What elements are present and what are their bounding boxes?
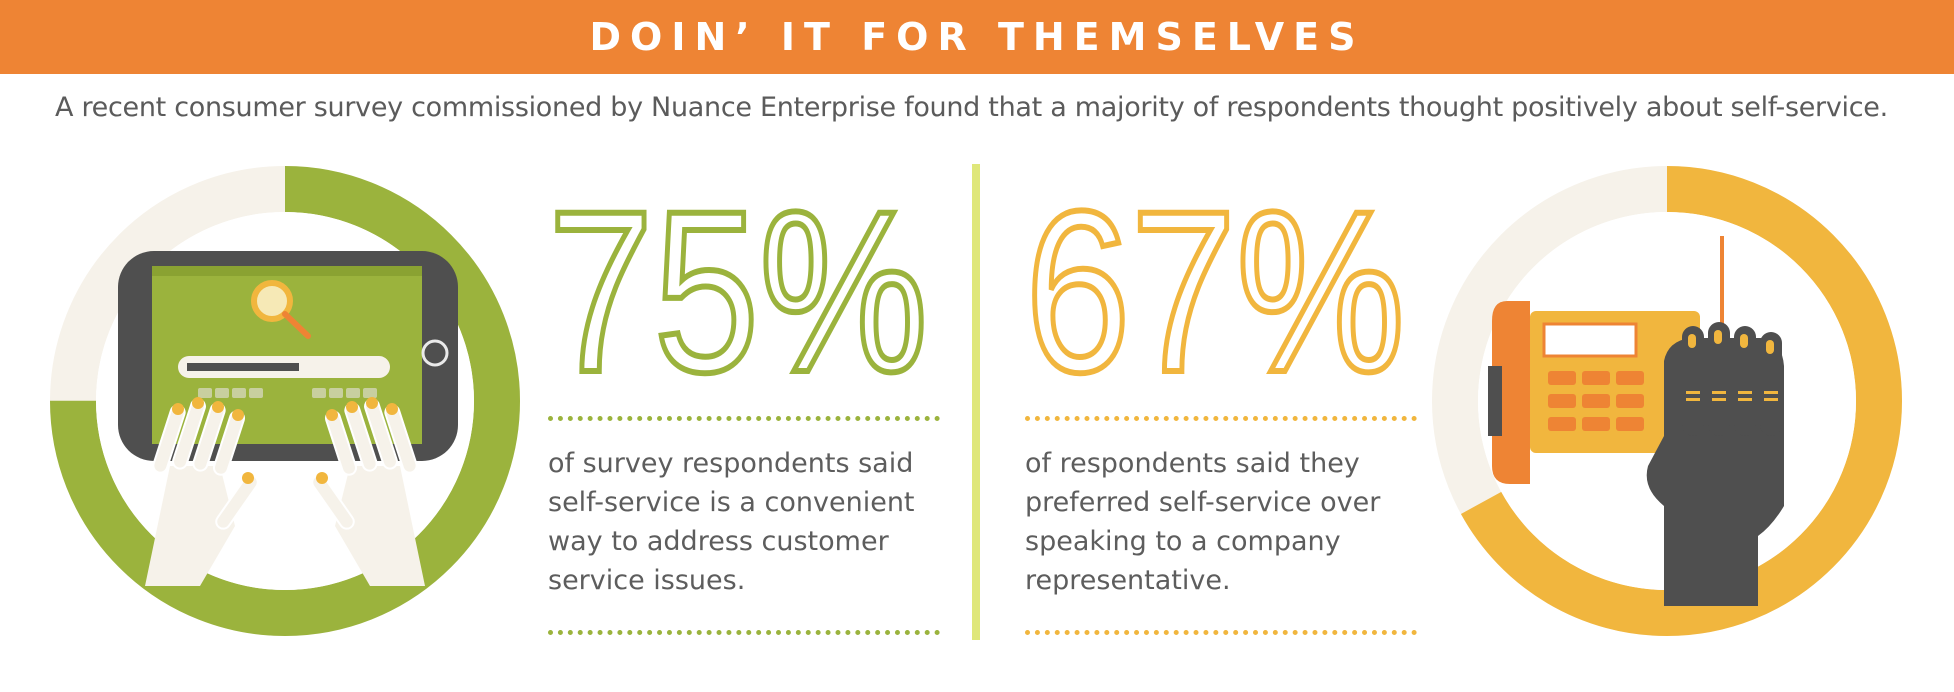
intro-text: A recent consumer survey commissioned by…	[55, 92, 1888, 123]
stat-convenient: 75% of survey respondents said self-serv…	[548, 176, 943, 635]
stat-caption: of survey respondents said self-service …	[548, 448, 915, 596]
stat-value-67: 67%	[1025, 176, 1420, 386]
dotted-divider	[548, 416, 940, 421]
stat-preferred: 67% of respondents said they preferred s…	[1025, 176, 1420, 635]
tablet-ring-svg	[50, 166, 520, 636]
dotted-divider	[1025, 416, 1417, 421]
tablet-typing-hands-icon	[118, 251, 458, 586]
stat-value-text: 75%	[548, 176, 928, 386]
stat-value-text: 67%	[1025, 176, 1405, 386]
phone-dialing-hand-icon	[1488, 236, 1784, 606]
stat-caption: of respondents said they preferred self-…	[1025, 448, 1381, 596]
dotted-divider	[1025, 630, 1417, 635]
center-divider	[972, 164, 980, 640]
convenience-ring-chart	[50, 166, 520, 636]
phone-ring-svg	[1432, 166, 1902, 636]
ring-progress-75	[50, 166, 520, 636]
page-title: DOIN’ IT FOR THEMSELVES	[589, 15, 1365, 59]
dotted-divider	[548, 630, 940, 635]
stat-value-75: 75%	[548, 176, 943, 386]
ring-progress-67	[1432, 166, 1902, 636]
preference-ring-chart	[1432, 166, 1902, 636]
header-banner: DOIN’ IT FOR THEMSELVES	[0, 0, 1954, 74]
